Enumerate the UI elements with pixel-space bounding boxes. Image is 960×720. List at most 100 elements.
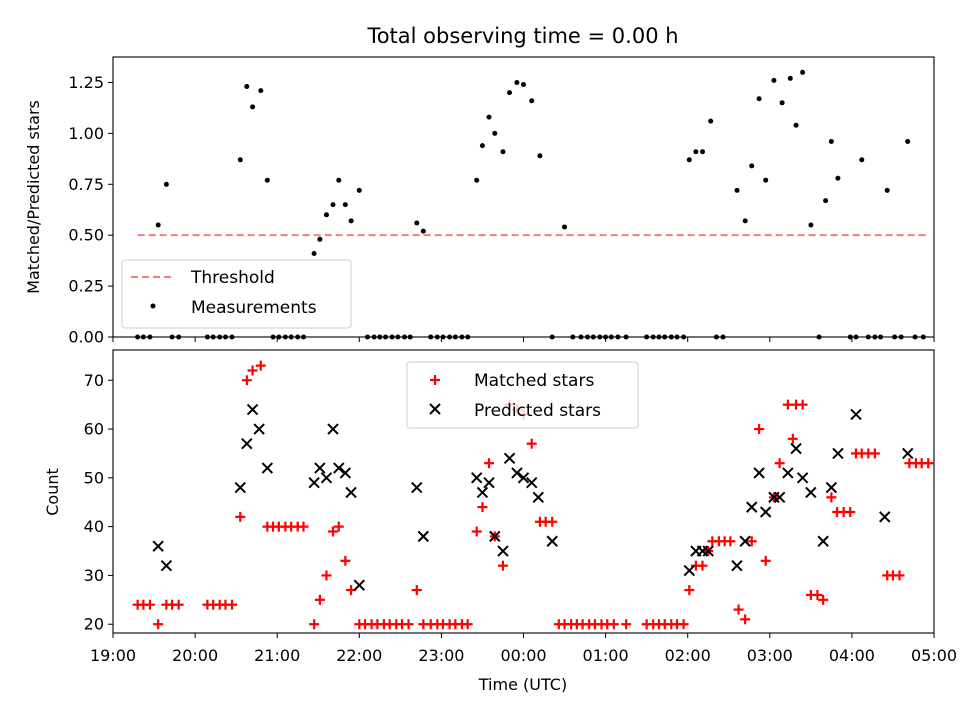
- measurement-point: [348, 218, 354, 224]
- predicted-star-point: [152, 540, 164, 552]
- matched-star-point: [144, 599, 155, 610]
- top-y-tick-label: 1.00: [68, 124, 104, 143]
- predicted-star-point: [476, 486, 489, 499]
- bottom-x-tick-label: 23:00: [418, 646, 464, 665]
- measurement-point: [708, 118, 714, 124]
- predicted-star-point: [470, 472, 483, 484]
- predicted-star-point: [234, 481, 246, 494]
- measurement-point: [742, 218, 748, 224]
- predicted-star-point: [489, 530, 501, 543]
- matched-star-point: [754, 424, 765, 435]
- bottom-y-tick-label: 30: [84, 566, 104, 585]
- predicted-star-point: [411, 481, 423, 494]
- top-y-tick-label: 0.00: [68, 328, 104, 347]
- predicted-star-point: [417, 530, 430, 543]
- matched-star-point: [497, 560, 508, 571]
- matched-star-point: [697, 560, 708, 571]
- top-legend[interactable]: Threshold Measurements: [121, 259, 352, 329]
- measurement-point: [749, 163, 755, 169]
- predicted-star-point: [902, 447, 914, 460]
- measurement-point: [835, 175, 841, 181]
- predicted-star-point: [759, 506, 772, 518]
- matched-star-point: [241, 375, 252, 386]
- matched-star-point: [608, 619, 619, 630]
- predicted-star-point: [702, 545, 714, 557]
- bottom-x-tick-label: 01:00: [583, 646, 629, 665]
- bottom-x-tick-label: 05:00: [911, 646, 957, 665]
- measurement-point: [317, 236, 323, 242]
- measurement-point: [250, 104, 256, 110]
- bottom-y-tick-label: 50: [84, 468, 104, 487]
- measurement-point: [562, 224, 567, 230]
- predicted-star-point: [832, 447, 844, 460]
- predicted-star-point: [241, 437, 253, 450]
- predicted-star-point: [825, 481, 838, 494]
- predicted-star-point: [327, 423, 339, 435]
- predicted-star-point: [517, 472, 530, 484]
- predicted-star-point: [497, 545, 509, 557]
- measurement-point: [905, 139, 911, 144]
- bottom-y-tick-label: 60: [84, 420, 104, 439]
- predicted-star-point: [314, 462, 326, 474]
- matched-star-point: [411, 585, 422, 596]
- matched-star-point: [684, 585, 695, 596]
- top-y-tick-label: 0.25: [68, 277, 104, 296]
- top-panel: 0.00 0.25 0.50 0.75 1.00 1.25 Matched/Predict…: [24, 56, 935, 347]
- measurement-point: [330, 202, 336, 208]
- matched-star-point: [298, 521, 309, 532]
- measurement-point: [859, 157, 865, 163]
- measurement-point: [163, 181, 169, 187]
- measurement-point: [474, 177, 480, 183]
- matched-star-point: [403, 619, 414, 630]
- matched-star-point: [818, 594, 829, 605]
- bottom-y-tick-label: 70: [84, 371, 104, 390]
- measurement-point: [800, 69, 806, 75]
- measurement-point: [324, 212, 329, 218]
- matched-star-point: [333, 521, 344, 532]
- measurement-point: [492, 130, 498, 136]
- measurement-point: [693, 149, 699, 155]
- matched-star-point: [797, 399, 808, 410]
- matched-star-point: [471, 526, 482, 537]
- top-x-ticks: [112, 337, 935, 342]
- bottom-y-axis-label: Count: [43, 468, 62, 516]
- predicted-star-point: [850, 408, 862, 421]
- predicted-star-point: [753, 467, 765, 479]
- predicted-star-point: [483, 477, 495, 489]
- predicted-star-point: [731, 559, 743, 572]
- bottom-plot-frame: [112, 349, 935, 634]
- measurement-point: [771, 77, 777, 83]
- matched-star-point: [328, 526, 339, 537]
- measurements-legend-swatch: [150, 303, 156, 309]
- measurement-point: [336, 177, 342, 183]
- matched-star-point: [247, 365, 258, 376]
- measurement-point: [700, 149, 705, 155]
- measurement-point: [763, 177, 769, 183]
- matched-legend-label: Matched stars: [474, 371, 594, 391]
- matched-star-point: [923, 458, 934, 469]
- bottom-panel: 20 30 40 50 60 70 19:00 20:00 21:00 22:00 23:00 00…: [43, 349, 957, 694]
- bottom-x-tick-label: 19:00: [90, 646, 136, 665]
- predicted-star-point: [526, 477, 538, 489]
- bottom-y-tick-label: 20: [84, 615, 104, 634]
- matched-star-point: [477, 502, 488, 513]
- measurement-point: [507, 90, 512, 96]
- predicted-star-point: [246, 403, 259, 416]
- matched-star-point: [173, 599, 184, 610]
- predicted-star-point: [817, 535, 829, 547]
- bottom-x-ticks: 19:00 20:00 21:00 22:00 23:00 00:00 01:00 02:00…: [90, 633, 957, 665]
- matched-star-point: [314, 594, 325, 605]
- top-chart-title: Total observing time = 0.00 h: [366, 24, 678, 48]
- bottom-marks: [132, 360, 934, 630]
- bottom-x-tick-label: 00:00: [500, 646, 546, 665]
- bottom-y-tick-label: 40: [84, 517, 104, 536]
- bottom-legend[interactable]: Matched stars Predicted stars: [406, 361, 639, 429]
- measurement-point: [311, 251, 317, 256]
- bottom-x-tick-label: 21:00: [254, 646, 300, 665]
- top-legend-box: [121, 259, 352, 329]
- measurement-point: [486, 114, 492, 120]
- measurement-point: [155, 222, 161, 228]
- top-y-tick-label: 0.75: [68, 175, 104, 194]
- matched-star-point: [462, 619, 473, 630]
